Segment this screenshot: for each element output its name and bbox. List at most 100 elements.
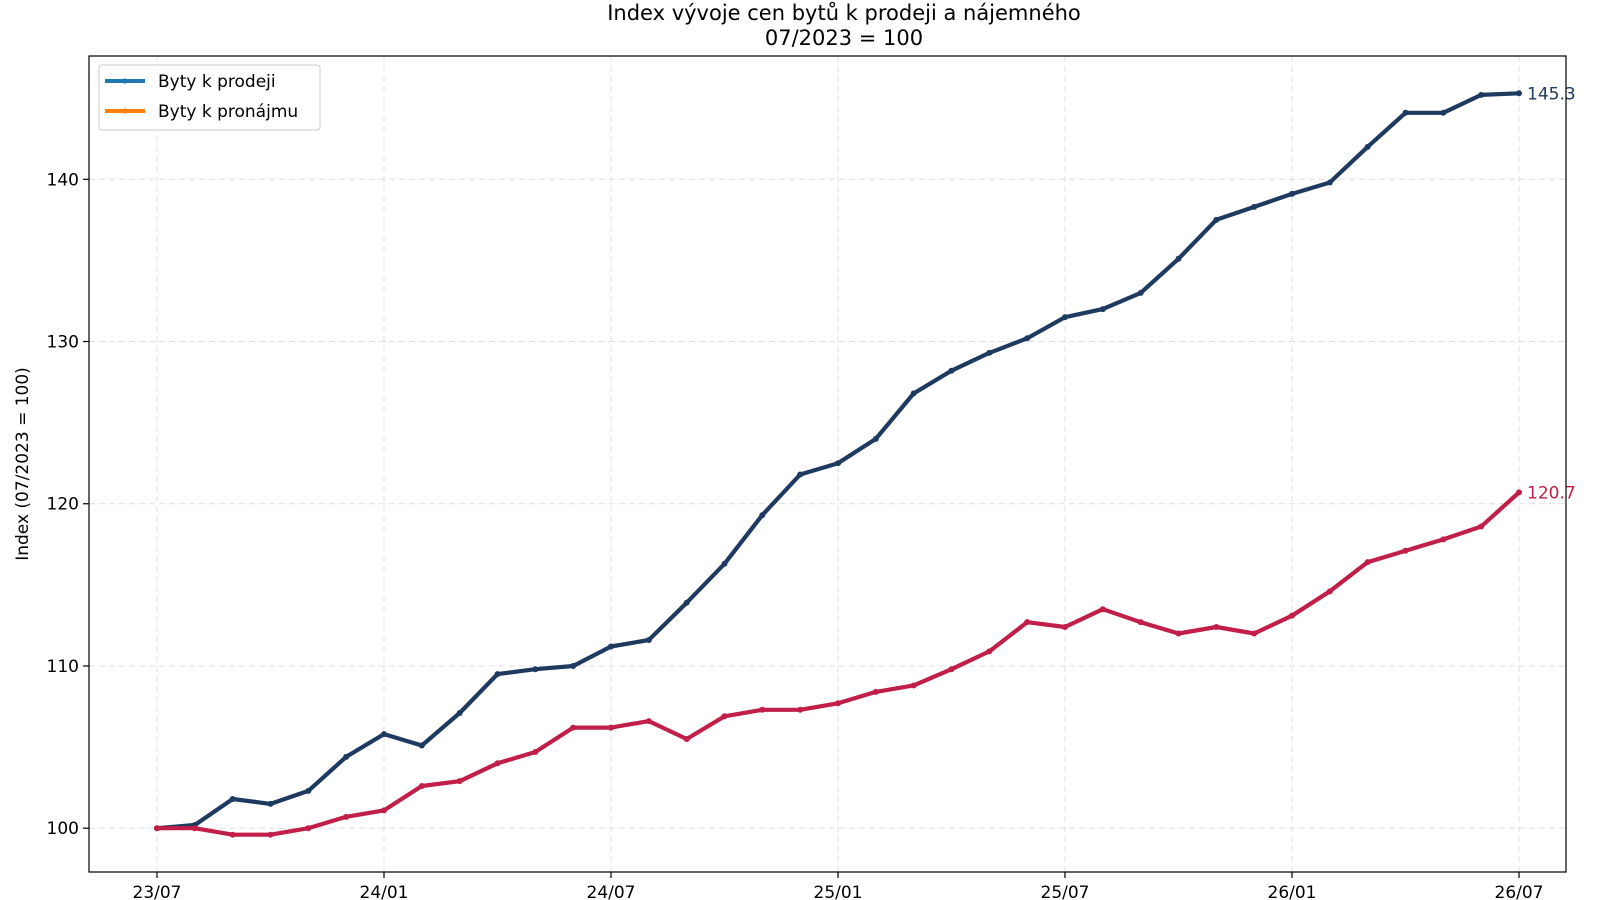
data-point [267, 800, 274, 807]
series-line [154, 490, 1522, 837]
data-point [797, 706, 804, 713]
data-point [1478, 91, 1485, 98]
data-point [229, 795, 236, 802]
data-point [1364, 143, 1371, 150]
legend: Byty k prodeji Byty k pronájmu [98, 64, 321, 131]
data-point [1137, 619, 1144, 626]
legend-marker-pronajem [122, 108, 128, 114]
data-point [1213, 624, 1220, 631]
data-point [1024, 335, 1031, 342]
data-point [229, 831, 236, 838]
data-point [154, 825, 160, 832]
data-point [456, 710, 463, 717]
data-point [608, 643, 614, 650]
data-point [1251, 630, 1258, 637]
data-point [759, 512, 766, 519]
data-point [721, 713, 728, 720]
chart-subtitle: 07/2023 = 100 [765, 26, 923, 50]
data-point [418, 742, 425, 749]
data-point [267, 831, 274, 838]
data-point [608, 724, 614, 731]
data-point [191, 825, 198, 832]
x-tick-label: 25/01 [814, 883, 863, 900]
y-tick-label: 100 [47, 819, 79, 839]
data-point [1326, 179, 1333, 186]
data-point [381, 731, 387, 738]
data-point [948, 666, 955, 673]
plot-frame [88, 55, 1567, 873]
x-tick-label: 26/07 [1495, 883, 1544, 900]
data-point [835, 460, 841, 467]
data-point [570, 662, 577, 669]
y-tick-label: 120 [47, 495, 79, 515]
series-lines: 145.3 120.7 [154, 84, 1576, 838]
data-point [343, 813, 350, 820]
x-tick-label: 23/07 [133, 883, 182, 900]
data-point [986, 648, 993, 655]
data-point [683, 735, 690, 742]
data-point [1440, 536, 1447, 543]
data-point [645, 718, 652, 725]
data-point [1099, 606, 1106, 613]
data-point [1062, 624, 1068, 631]
data-point [1402, 547, 1409, 554]
x-axis: 23/07 24/01 24/07 25/01 25/07 26/01 26/07 [133, 872, 1544, 900]
data-point [1175, 255, 1182, 262]
data-point [494, 671, 501, 678]
data-point [1213, 216, 1220, 223]
data-point [1289, 612, 1295, 619]
x-tick-label: 24/01 [360, 883, 409, 900]
data-point [570, 724, 577, 731]
data-point [910, 682, 917, 689]
data-point [1516, 489, 1522, 496]
data-point [1402, 109, 1409, 116]
legend-label-prodej: Byty k prodeji [158, 72, 276, 92]
data-point [1440, 109, 1447, 116]
y-axis: 100 110 120 130 140 [47, 170, 89, 839]
series-0: 145.3 [154, 84, 1576, 832]
data-point [1099, 306, 1106, 313]
x-tick-label: 25/07 [1041, 883, 1090, 900]
data-point [494, 760, 501, 767]
data-point [381, 807, 387, 814]
y-tick-label: 130 [47, 333, 79, 353]
data-point [759, 706, 766, 713]
data-point [1364, 559, 1371, 566]
data-point [532, 748, 539, 755]
data-point [305, 787, 312, 794]
y-tick-label: 110 [47, 657, 79, 677]
data-point [1024, 619, 1031, 626]
data-point [1175, 630, 1182, 637]
data-point [1478, 523, 1485, 530]
x-tick-label: 24/07 [587, 883, 636, 900]
end-value-label: 120.7 [1527, 483, 1576, 503]
legend-marker-prodej [122, 78, 128, 84]
gridlines [89, 56, 1566, 872]
data-point [872, 688, 879, 695]
data-point [343, 753, 350, 760]
data-point [721, 560, 728, 567]
data-point [1251, 203, 1258, 210]
data-point [418, 783, 425, 790]
data-point [1326, 588, 1333, 595]
data-point [835, 700, 841, 707]
data-point [1516, 90, 1522, 97]
series-1: 120.7 [154, 483, 1576, 838]
data-point [532, 666, 539, 673]
y-tick-label: 140 [47, 170, 79, 190]
data-point [797, 471, 804, 478]
legend-label-pronajem: Byty k pronájmu [158, 102, 298, 122]
data-point [305, 825, 312, 832]
data-point [683, 599, 690, 606]
data-point [1137, 289, 1144, 296]
data-point [986, 349, 993, 356]
data-point [456, 778, 463, 785]
data-point [948, 367, 955, 374]
x-tick-label: 26/01 [1268, 883, 1317, 900]
data-point [910, 390, 917, 397]
end-value-label: 145.3 [1527, 84, 1576, 104]
data-point [645, 637, 652, 644]
chart-title: Index vývoje cen bytů k prodeji a nájemn… [607, 1, 1081, 25]
legend-box [98, 64, 321, 131]
